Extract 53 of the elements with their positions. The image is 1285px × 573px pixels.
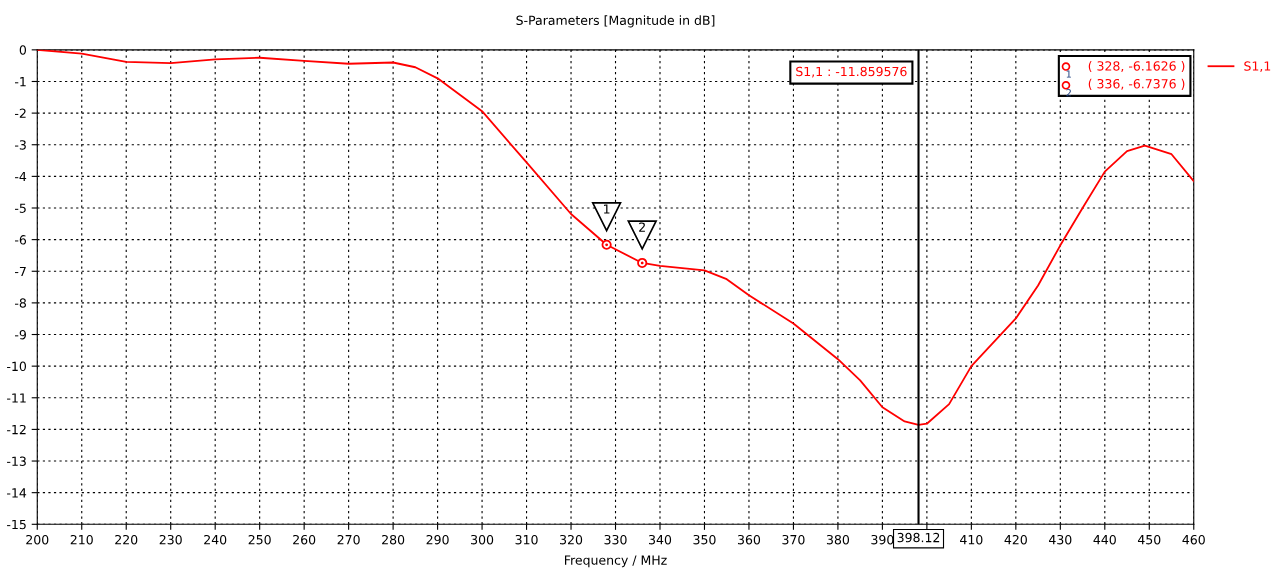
y-tick-label: -9 [15, 329, 26, 340]
y-tick-label: -11 [7, 393, 26, 403]
ref-line-label: 398.12 [897, 532, 940, 543]
annotation: 1 [604, 204, 610, 214]
y-tick-label: -3 [15, 140, 26, 150]
x-tick-label: 210 [70, 534, 93, 545]
x-tick-label: 350 [693, 534, 716, 545]
legend-label: S1,1 [1244, 61, 1271, 73]
x-tick-label: 310 [515, 534, 538, 545]
x-tick-label: 320 [560, 534, 583, 545]
y-tick-label: -12 [7, 424, 26, 435]
x-tick-label: 250 [248, 534, 271, 545]
x-tick-label: 300 [471, 534, 494, 545]
x-tick-label: 260 [293, 534, 316, 545]
y-tick-label: -2 [15, 108, 26, 118]
x-tick-label: 220 [115, 534, 138, 545]
annotation: ( 336, -6.7376 ) [1088, 78, 1185, 90]
x-tick-label: 410 [960, 534, 983, 545]
x-tick-label: 380 [826, 534, 850, 545]
annotation: 2 [639, 222, 645, 232]
y-tick-label: -6 [15, 235, 27, 245]
y-tick-label: -8 [15, 298, 26, 308]
x-tick-label: 280 [382, 534, 405, 545]
x-tick-label: 450 [1137, 534, 1161, 545]
y-tick-label: -4 [15, 172, 27, 182]
y-tick-label: -14 [7, 488, 27, 498]
y-tick-label: 0 [19, 45, 27, 55]
x-tick-label: 340 [649, 534, 672, 545]
x-tick-label: 330 [604, 534, 627, 545]
x-tick-label: 460 [1182, 534, 1205, 545]
x-axis-title: Frequency / MHz [565, 555, 667, 568]
x-tick-label: 420 [1004, 534, 1027, 545]
annotation: S1,1 : -11.859576 [796, 66, 907, 78]
y-tick-label: -5 [15, 203, 26, 213]
y-tick-label: -10 [7, 361, 27, 372]
x-tick-label: 440 [1093, 534, 1116, 545]
x-tick-label: 290 [426, 534, 449, 545]
text: 2 [1066, 89, 1071, 97]
y-tick-label: -13 [7, 456, 26, 466]
y-tick-label: -7 [15, 266, 26, 277]
chart-title: S-Parameters [Magnitude in dB] [516, 15, 715, 28]
x-tick-label: 360 [737, 534, 761, 545]
x-tick-label: 230 [159, 534, 182, 545]
x-tick-label: 370 [782, 534, 805, 545]
y-tick-label: -15 [7, 519, 26, 530]
x-tick-label: 240 [204, 534, 227, 545]
text: 1 [1066, 70, 1071, 78]
annotation: ( 328, -6.1626 ) [1088, 60, 1185, 73]
x-tick-label: 200 [26, 534, 49, 545]
y-tick-label: -1 [15, 77, 26, 87]
x-tick-label: 430 [1049, 534, 1072, 545]
x-tick-label: 270 [337, 534, 360, 545]
x-tick-label: 390 [871, 534, 894, 545]
